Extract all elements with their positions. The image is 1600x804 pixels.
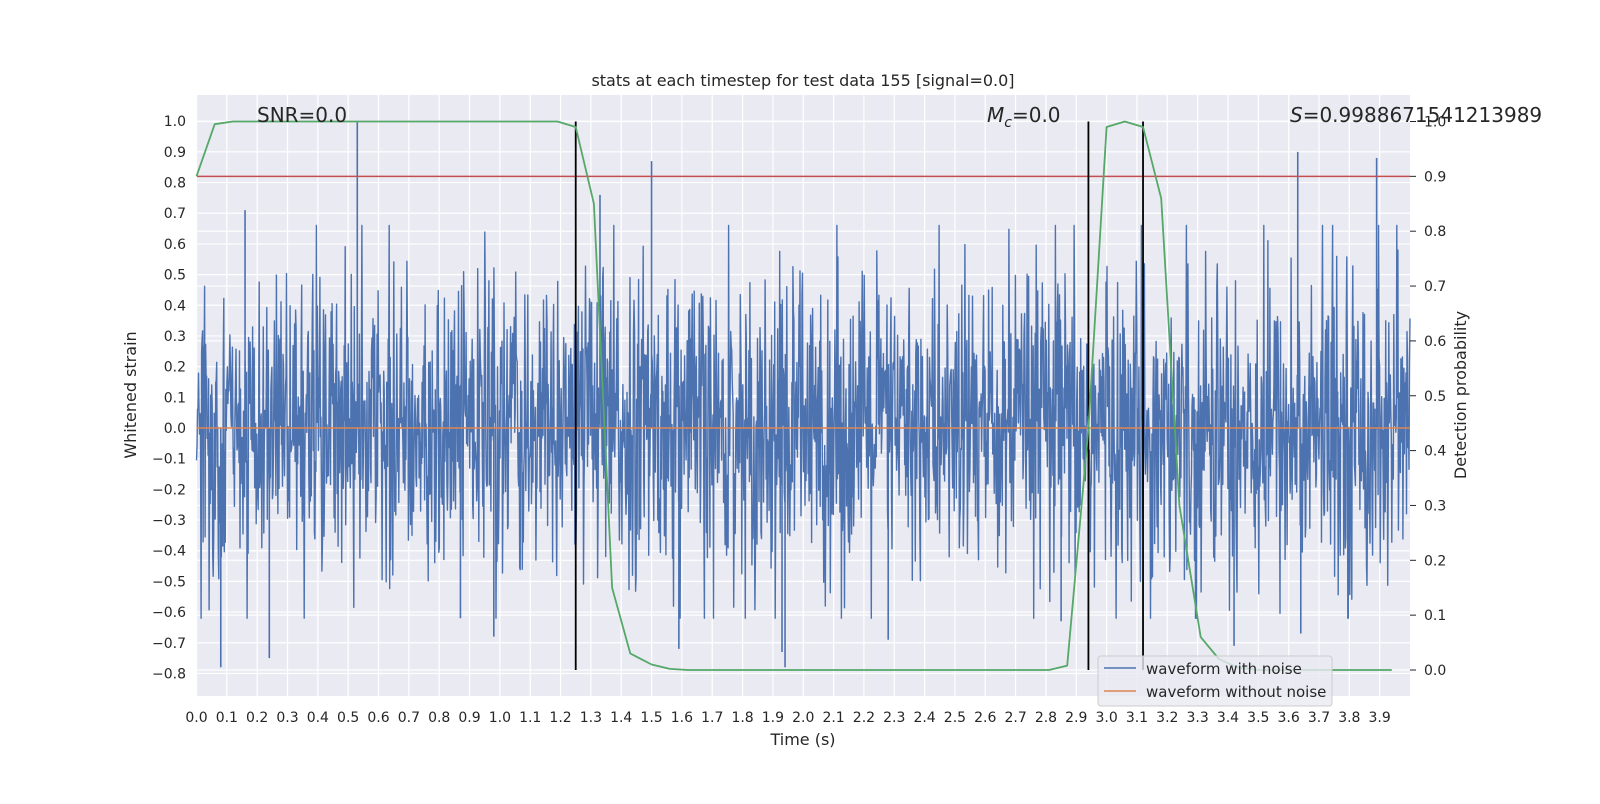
x-tick-label: 2.7 — [1004, 710, 1026, 726]
detection-probability-line — [195, 120, 1392, 671]
x-tick-label: 1.2 — [549, 710, 571, 726]
x-tick-label: 3.1 — [1126, 710, 1148, 726]
x-tick-label: 3.8 — [1338, 710, 1360, 726]
x-tick-label: 1.6 — [671, 710, 693, 726]
plot-content — [195, 120, 1411, 671]
overlay-layer — [195, 120, 1410, 671]
x-tick-label: 2.4 — [913, 710, 935, 726]
x-tick-label: 3.6 — [1278, 710, 1300, 726]
x-tick-label: 3.0 — [1095, 710, 1117, 726]
y2-axis-ticks: 1.0 0.9 0.8 0.7 0.6 0.5 0.4 0.3 0.2 0.1 0.0 — [1410, 115, 1446, 679]
y2-tick-label: 0.6 — [1424, 334, 1446, 350]
y-tick-label: 0.7 — [164, 206, 186, 222]
x-tick-label: 0.4 — [307, 710, 329, 726]
y2-tick-label: 0.5 — [1424, 389, 1446, 405]
x-tick-label: 3.7 — [1308, 710, 1330, 726]
y-tick-label: 0.1 — [164, 390, 186, 406]
y-tick-label: 0.4 — [164, 298, 186, 314]
x-axis-label: Time (s) — [769, 730, 835, 749]
y-tick-label: 0.2 — [164, 360, 186, 376]
noise-waveform-line — [195, 224, 1411, 619]
y2-tick-label: 0.7 — [1424, 279, 1446, 295]
mc-symbol: M — [987, 103, 1004, 127]
x-tick-label: 3.5 — [1247, 710, 1269, 726]
y-tick-label: 0.9 — [164, 145, 186, 161]
y2-tick-label: 0.9 — [1424, 169, 1446, 185]
x-tick-label: 2.3 — [883, 710, 905, 726]
x-tick-label: 2.1 — [822, 710, 844, 726]
series-waveform-with-noise — [195, 121, 1411, 668]
s-value: =0.9988671541213989 — [1303, 103, 1542, 127]
s-symbol: S — [1290, 103, 1303, 127]
legend: waveform with noise waveform without noi… — [1097, 655, 1333, 707]
y2-tick-label: 0.1 — [1424, 608, 1446, 624]
y-axis-ticks: 1.0 0.9 0.8 0.7 0.6 0.5 0.4 0.3 0.2 0.1 0.0 −0.1 −0.… — [152, 114, 186, 682]
x-tick-label: 1.1 — [519, 710, 541, 726]
x-tick-label: 0.3 — [276, 710, 298, 726]
x-tick-label: 0.5 — [337, 710, 359, 726]
x-tick-label: 2.9 — [1065, 710, 1087, 726]
mc-value: =0.0 — [1012, 103, 1061, 127]
x-tick-label: 0.1 — [216, 710, 238, 726]
y2-tick-label: 1.0 — [1424, 115, 1446, 131]
x-tick-label: 0.0 — [185, 710, 207, 726]
y-tick-label: −0.6 — [152, 605, 186, 621]
x-tick-label: 0.2 — [246, 710, 268, 726]
snr-annotation: SNR=0.0 — [257, 103, 347, 127]
y-tick-label: −0.7 — [152, 636, 186, 652]
x-tick-label: 2.2 — [853, 710, 875, 726]
x-tick-label: 3.9 — [1369, 710, 1391, 726]
x-tick-label: 0.8 — [428, 710, 450, 726]
y-tick-label: −0.3 — [152, 513, 186, 529]
x-tick-label: 0.6 — [367, 710, 389, 726]
y-tick-label: −0.5 — [152, 574, 186, 590]
y-tick-label: 0.8 — [164, 176, 186, 192]
x-tick-label: 1.9 — [762, 710, 784, 726]
y2-axis-label: Detection probability — [1451, 311, 1470, 479]
x-tick-label: 2.8 — [1035, 710, 1057, 726]
y-tick-label: 0.3 — [164, 329, 186, 345]
x-tick-label: 1.0 — [489, 710, 511, 726]
legend-box — [1097, 655, 1333, 707]
x-tick-label: 3.3 — [1187, 710, 1209, 726]
x-tick-label: 1.4 — [610, 710, 632, 726]
x-tick-label: 2.6 — [974, 710, 996, 726]
x-tick-label: 0.7 — [398, 710, 420, 726]
s-annotation: S=0.9988671541213989 — [1290, 103, 1542, 127]
x-tick-label: 1.7 — [701, 710, 723, 726]
y-tick-label: −0.2 — [152, 482, 186, 498]
y2-tick-label: 0.2 — [1424, 553, 1446, 569]
x-axis-ticks: 0.0 0.1 0.2 0.3 0.4 0.5 0.6 0.7 0.8 0.9 1.0 1.1 1.2 1… — [185, 710, 1390, 726]
y2-tick-label: 0.4 — [1424, 444, 1446, 460]
x-tick-label: 3.4 — [1217, 710, 1239, 726]
y2-tick-label: 0.3 — [1424, 498, 1446, 514]
y2-tick-label: 0.8 — [1424, 224, 1446, 240]
y-tick-label: 1.0 — [164, 114, 186, 130]
x-tick-label: 1.8 — [731, 710, 753, 726]
mc-annotation: Mc=0.0 — [987, 103, 1061, 131]
y-tick-label: −0.8 — [152, 666, 186, 682]
legend-label-clean: waveform without noise — [1146, 683, 1326, 701]
x-tick-label: 1.5 — [640, 710, 662, 726]
x-tick-label: 1.3 — [580, 710, 602, 726]
chart-title: stats at each timestep for test data 155… — [591, 71, 1014, 90]
x-tick-label: 2.5 — [944, 710, 966, 726]
x-tick-label: 2.0 — [792, 710, 814, 726]
y-tick-label: 0.6 — [164, 237, 186, 253]
mc-subscript: c — [1004, 115, 1012, 131]
legend-label-noise: waveform with noise — [1146, 660, 1302, 678]
y2-tick-label: 0.0 — [1424, 663, 1446, 679]
y-tick-label: 0.5 — [164, 268, 186, 284]
y-tick-label: −0.4 — [152, 544, 186, 560]
x-tick-label: 3.2 — [1156, 710, 1178, 726]
y-axis-label: Whitened strain — [121, 331, 140, 458]
x-tick-label: 0.9 — [458, 710, 480, 726]
y-tick-label: −0.1 — [152, 452, 186, 468]
y-tick-label: 0.0 — [164, 421, 186, 437]
